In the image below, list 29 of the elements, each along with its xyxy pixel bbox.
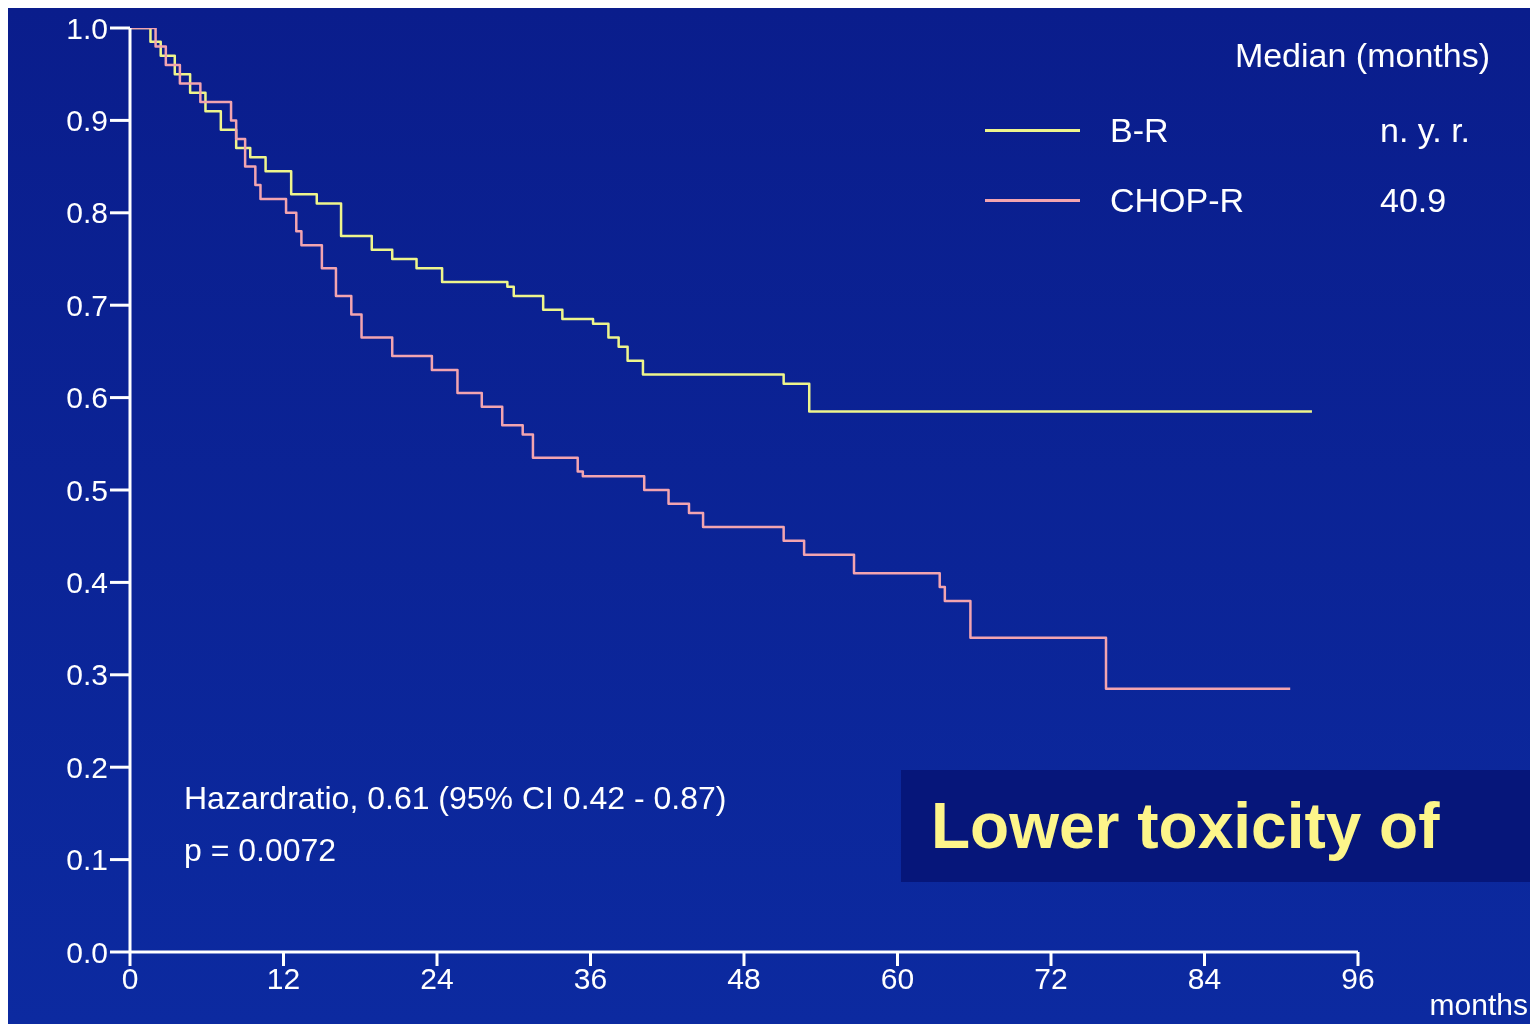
y-tick-label: 0.0 — [66, 935, 108, 969]
x-tick-label: 96 — [1341, 962, 1375, 996]
y-tick-label: 0.5 — [66, 473, 108, 507]
y-tick-label: 0.9 — [66, 104, 108, 138]
y-tick-label: 0.6 — [66, 381, 108, 415]
text: 40.9 — [1380, 180, 1448, 220]
y-tick-label: 0.4 — [66, 566, 108, 600]
y-tick-label: 0.1 — [66, 843, 108, 877]
x-tick-label: 0 — [121, 962, 139, 996]
x-tick-label: 48 — [727, 962, 761, 996]
x-tick-label: 12 — [266, 962, 301, 996]
text: n. y. r. — [1380, 110, 1472, 150]
y-tick-label: 0.2 — [66, 750, 108, 784]
x-tick-label: 72 — [1034, 962, 1068, 996]
annotation: Lower toxicity of — [930, 789, 1441, 864]
x-tick-label: 24 — [420, 962, 454, 996]
y-tick-label: 1.0 — [66, 11, 108, 45]
annotation: Hazardratio, 0.61 (95% CI 0.42 - 0.87) — [184, 780, 727, 817]
y-tick-label: 0.7 — [66, 288, 108, 322]
x-tick-label: 84 — [1187, 962, 1222, 996]
x-axis-title: months — [1429, 988, 1528, 1022]
x-tick-label: 60 — [880, 962, 915, 996]
legend-label: B-R — [1110, 110, 1170, 150]
y-tick-label: 0.3 — [66, 658, 108, 692]
legend-label: CHOP-R — [1110, 180, 1246, 220]
annotation: p = 0.0072 — [184, 832, 337, 869]
legend-title: Median (months) — [1233, 36, 1490, 75]
x-tick-label: 36 — [573, 962, 608, 996]
y-tick-label: 0.8 — [66, 196, 108, 230]
